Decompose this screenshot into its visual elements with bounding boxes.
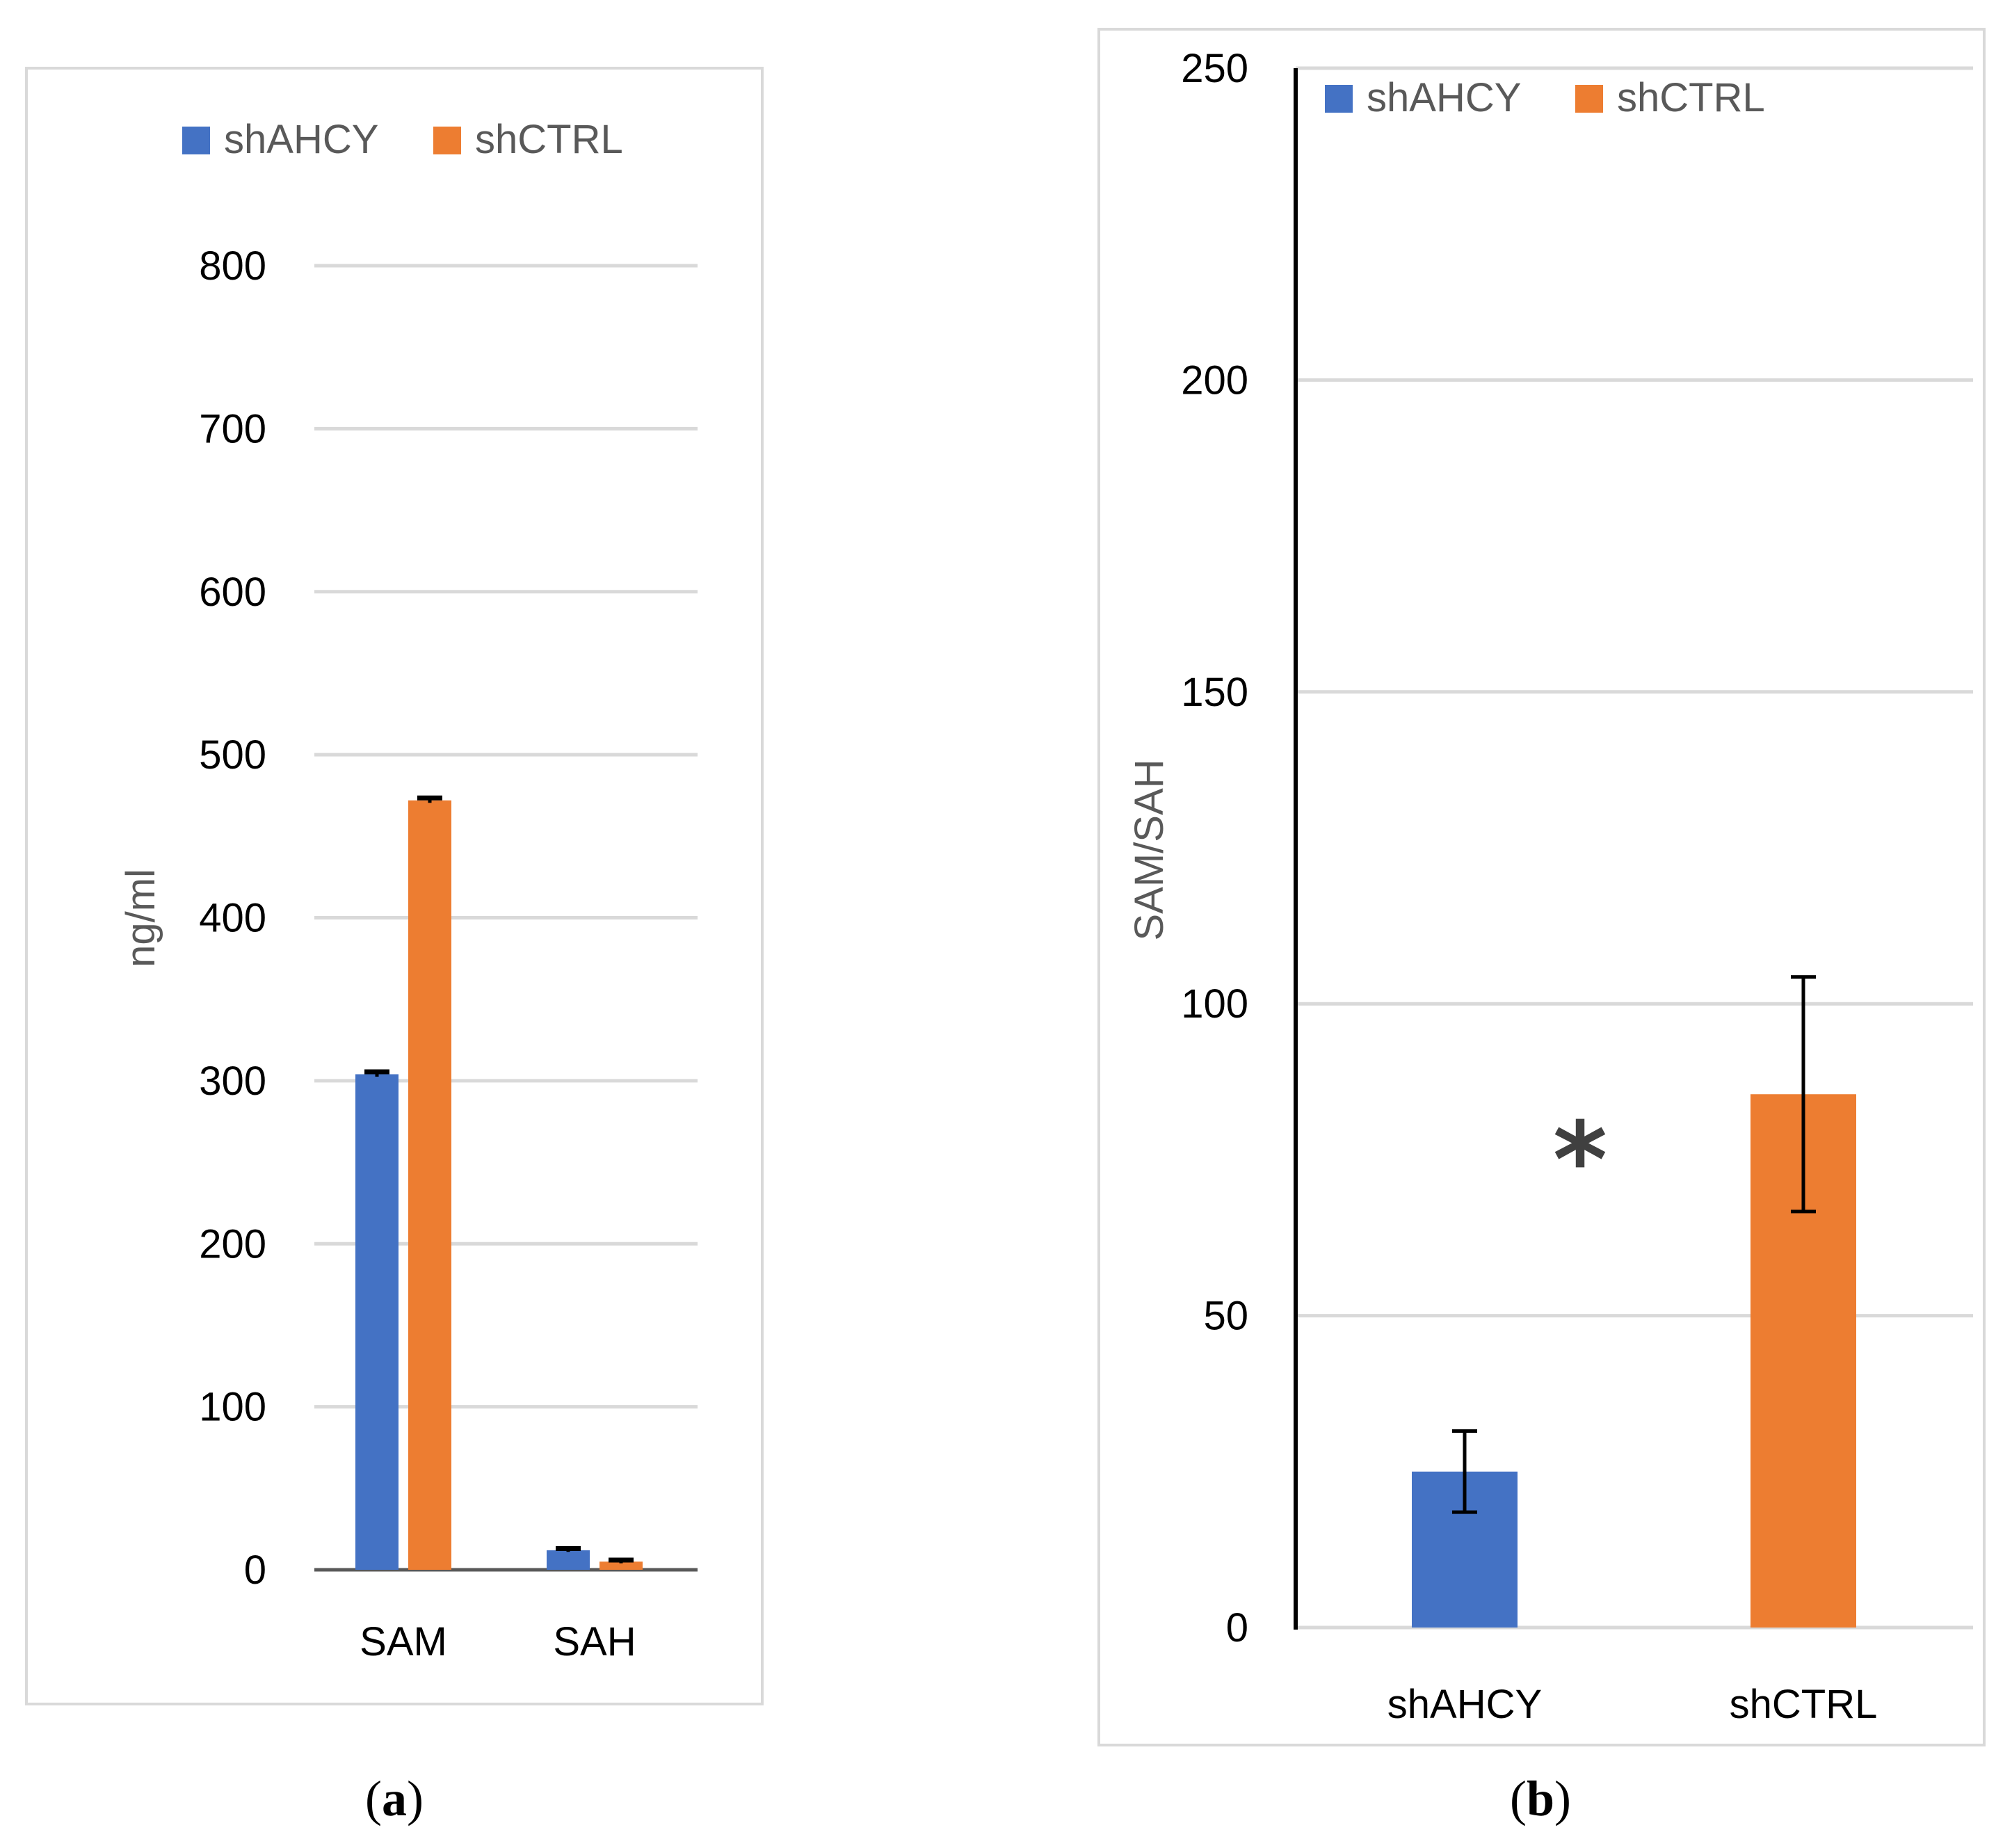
legend-swatch-shAHCY (1325, 85, 1353, 113)
y-tick-label: 800 (199, 243, 266, 289)
panel-label-b: (b) (1510, 1771, 1571, 1826)
y-tick-label: 150 (1181, 670, 1248, 715)
panel-a-y-ticks: 0 100 200 300 400 500 600 700 800 (199, 243, 266, 1593)
y-tick-label: 500 (199, 732, 266, 778)
bar-SAM-shCTRL (408, 800, 451, 1570)
bar-SAM-shAHCY (355, 1074, 399, 1570)
panel-label-a-open: ( (365, 1771, 382, 1826)
panel-label-b-letter: b (1527, 1771, 1554, 1826)
y-tick-label: 200 (1181, 357, 1248, 403)
panel-a-bars (355, 800, 643, 1570)
panel-b-gridlines (1294, 66, 1973, 1630)
legend-label-shCTRL: shCTRL (1617, 75, 1765, 120)
legend-label-shAHCY: shAHCY (224, 117, 378, 162)
panel-a-x-ticks: SAM SAH (360, 1619, 636, 1664)
panel-a-legend: shAHCY shCTRL (182, 117, 623, 162)
panel-a-y-axis-title: ng/ml (118, 869, 163, 967)
x-tick-label-shAHCY: shAHCY (1387, 1682, 1542, 1727)
panel-a-error-bars (364, 795, 634, 1564)
y-tick-label: 600 (199, 570, 266, 615)
significance-asterisk: * (1553, 1100, 1607, 1221)
panel-label-a-letter: a (382, 1771, 407, 1826)
panel-label-b-open: ( (1510, 1771, 1527, 1826)
y-tick-label: 250 (1181, 46, 1248, 91)
y-tick-label: 50 (1203, 1294, 1248, 1339)
legend-swatch-shAHCY (182, 127, 210, 154)
y-tick-label: 700 (199, 406, 266, 451)
panel-b-y-axis-title: SAM/SAH (1127, 759, 1172, 940)
legend-label-shCTRL: shCTRL (475, 117, 623, 162)
panel-label-a: (a) (365, 1771, 424, 1826)
panel-b-y-ticks: 0 50 100 150 200 250 (1181, 46, 1248, 1650)
y-tick-label: 100 (1181, 981, 1248, 1027)
panel-label-b-close: ) (1554, 1771, 1571, 1826)
x-tick-label-shCTRL: shCTRL (1730, 1682, 1878, 1727)
panel-b: 0 50 100 150 200 250 shAHCY shCTRL shAHCY shCTR… (1097, 28, 1986, 1746)
legend-swatch-shCTRL (433, 127, 461, 154)
panel-label-a-close: ) (407, 1771, 424, 1826)
panel-b-x-ticks: shAHCY shCTRL (1387, 1682, 1878, 1727)
y-tick-label: 300 (199, 1059, 266, 1104)
y-tick-label: 0 (244, 1548, 266, 1593)
y-tick-label: 0 (1226, 1605, 1248, 1650)
bar-SAH-shAHCY (547, 1550, 590, 1570)
y-tick-label: 200 (199, 1221, 266, 1267)
x-tick-label-SAM: SAM (360, 1619, 447, 1664)
legend-swatch-shCTRL (1575, 85, 1603, 113)
x-tick-label-SAH: SAH (553, 1619, 636, 1664)
y-tick-label: 100 (199, 1385, 266, 1430)
panel-b-error-bars (1452, 975, 1816, 1514)
y-tick-label: 400 (199, 896, 266, 941)
bar-SAH-shCTRL (599, 1561, 643, 1570)
legend-label-shAHCY: shAHCY (1367, 75, 1521, 120)
panel-b-legend: shAHCY shCTRL (1325, 75, 1765, 120)
